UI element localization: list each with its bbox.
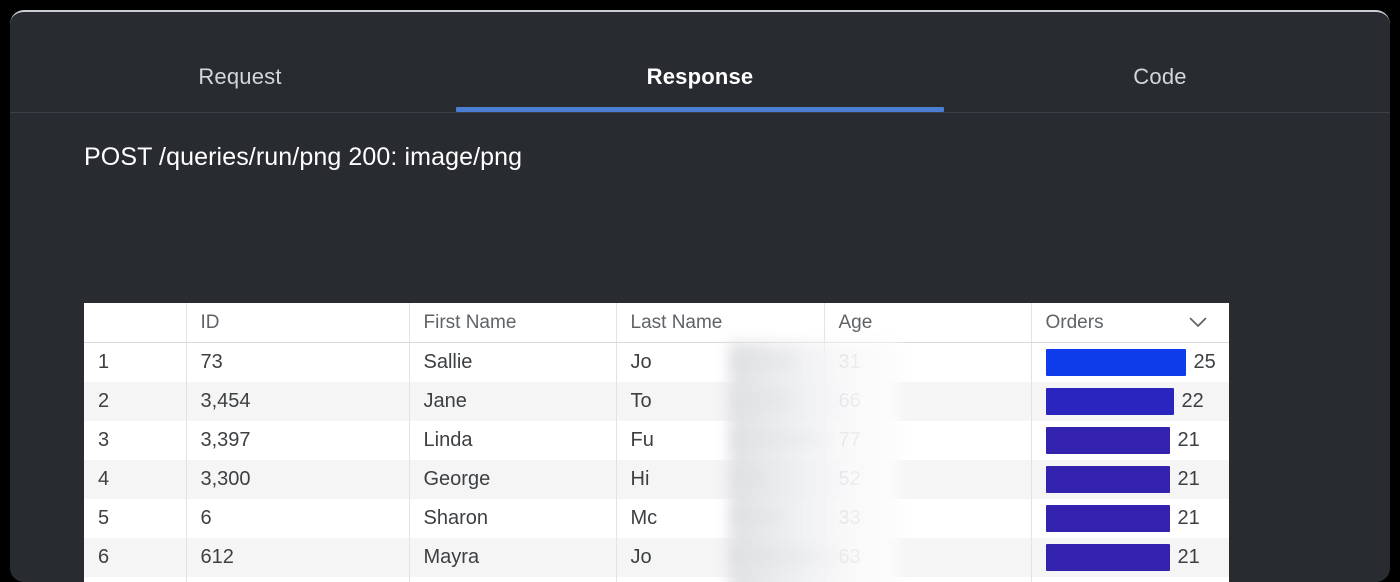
orders-bar xyxy=(1046,466,1170,493)
tab-request[interactable]: Request xyxy=(10,12,470,112)
tab-response-label: Response xyxy=(647,64,754,90)
cell-row-index: 2 xyxy=(84,382,186,421)
cell-age: 77 xyxy=(824,421,1031,460)
response-status-line: POST /queries/run/png 200: image/png xyxy=(10,113,1390,184)
cell-age: 66 xyxy=(824,382,1031,421)
cell-row-index: 1 xyxy=(84,343,186,383)
tab-response[interactable]: Response xyxy=(470,12,930,112)
cell-id: 3,454 xyxy=(186,382,409,421)
orders-value: 25 xyxy=(1194,351,1216,374)
cell-first-name: George xyxy=(409,460,616,499)
table-header-row: ID First Name Last Name Age Orders xyxy=(84,303,1229,343)
tab-request-label: Request xyxy=(198,64,281,90)
cell-last-name: Mc xyxy=(616,499,824,538)
cell-orders: 21 xyxy=(1031,460,1229,499)
cell-id: 3,397 xyxy=(186,421,409,460)
cell-age: 31 xyxy=(824,343,1031,383)
cell-first-name: Mayra xyxy=(409,538,616,577)
column-header-first-name[interactable]: First Name xyxy=(409,303,616,343)
column-header-id[interactable]: ID xyxy=(186,303,409,343)
cell-first-name: Sallie xyxy=(409,343,616,383)
cell-row-index: 5 xyxy=(84,499,186,538)
cell-id: 73 xyxy=(186,343,409,383)
cell-first-name: Jane xyxy=(409,382,616,421)
cell-first-name: Kristy xyxy=(409,577,616,582)
orders-bar xyxy=(1046,427,1170,454)
column-header-row-index[interactable] xyxy=(84,303,186,343)
response-body: POST /queries/run/png 200: image/png ID … xyxy=(10,113,1390,184)
table-header: ID First Name Last Name Age Orders xyxy=(84,303,1229,343)
orders-bar xyxy=(1046,505,1170,532)
cell-last-name: To xyxy=(616,382,824,421)
table-row[interactable]: 71,729KristyJo7721 xyxy=(84,577,1229,582)
orders-bar xyxy=(1046,544,1170,571)
cell-orders: 21 xyxy=(1031,538,1229,577)
chevron-down-icon[interactable] xyxy=(1189,317,1207,328)
cell-last-name: Fu xyxy=(616,421,824,460)
tab-bar: Request Response Code xyxy=(10,12,1390,113)
orders-bar xyxy=(1046,349,1186,376)
orders-value: 21 xyxy=(1178,429,1200,452)
results-table-container[interactable]: ID First Name Last Name Age Orders xyxy=(84,303,1229,582)
orders-value: 21 xyxy=(1178,468,1200,491)
orders-value: 21 xyxy=(1178,507,1200,530)
tab-active-underline xyxy=(456,107,944,112)
cell-id: 6 xyxy=(186,499,409,538)
cell-id: 1,729 xyxy=(186,577,409,582)
cell-row-index: 7 xyxy=(84,577,186,582)
cell-id: 612 xyxy=(186,538,409,577)
cell-orders: 21 xyxy=(1031,499,1229,538)
cell-first-name: Sharon xyxy=(409,499,616,538)
column-header-last-name[interactable]: Last Name xyxy=(616,303,824,343)
cell-last-name: Jo xyxy=(616,538,824,577)
cell-orders: 21 xyxy=(1031,577,1229,582)
orders-value: 21 xyxy=(1178,546,1200,569)
cell-last-name: Hi xyxy=(616,460,824,499)
cell-age: 52 xyxy=(824,460,1031,499)
cell-age: 33 xyxy=(824,499,1031,538)
orders-bar xyxy=(1046,388,1174,415)
cell-last-name: Jo xyxy=(616,343,824,383)
cell-first-name: Linda xyxy=(409,421,616,460)
cell-id: 3,300 xyxy=(186,460,409,499)
column-header-orders[interactable]: Orders xyxy=(1031,303,1229,343)
tab-code[interactable]: Code xyxy=(930,12,1390,112)
cell-row-index: 4 xyxy=(84,460,186,499)
orders-value: 22 xyxy=(1182,390,1204,413)
cell-orders: 22 xyxy=(1031,382,1229,421)
column-header-age[interactable]: Age xyxy=(824,303,1031,343)
tab-code-label: Code xyxy=(1133,64,1186,90)
cell-orders: 21 xyxy=(1031,421,1229,460)
cell-age: 77 xyxy=(824,577,1031,582)
response-panel: Request Response Code POST /queries/run/… xyxy=(10,10,1390,582)
cell-row-index: 3 xyxy=(84,421,186,460)
column-header-orders-label: Orders xyxy=(1046,312,1104,334)
cell-orders: 25 xyxy=(1031,343,1229,383)
cell-row-index: 6 xyxy=(84,538,186,577)
cell-age: 63 xyxy=(824,538,1031,577)
cell-last-name: Jo xyxy=(616,577,824,582)
results-table: ID First Name Last Name Age Orders xyxy=(84,303,1229,582)
